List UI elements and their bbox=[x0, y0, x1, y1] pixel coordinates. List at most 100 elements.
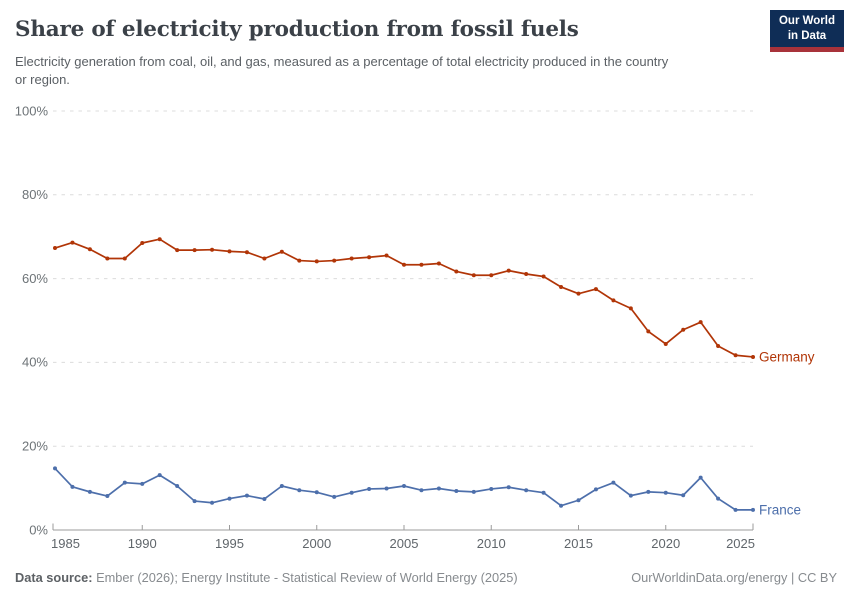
data-point-germany-1987 bbox=[87, 247, 92, 252]
data-point-germany-1997 bbox=[262, 256, 267, 261]
data-point-germany-2000 bbox=[314, 259, 319, 264]
data-point-france-1991 bbox=[157, 473, 162, 478]
data-point-germany-2023 bbox=[716, 344, 721, 349]
data-point-france-2021 bbox=[681, 493, 686, 498]
x-tick-label-2005: 2005 bbox=[390, 536, 419, 551]
data-point-france-2024 bbox=[733, 507, 738, 512]
data-point-germany-1991 bbox=[157, 237, 162, 242]
data-point-germany-2022 bbox=[698, 320, 703, 325]
data-point-germany-2004 bbox=[384, 253, 389, 258]
series-line-germany bbox=[54, 238, 754, 358]
x-tick-label-2025: 2025 bbox=[726, 536, 755, 551]
data-point-france-1985 bbox=[53, 466, 57, 471]
data-point-france-1998 bbox=[279, 484, 284, 489]
data-point-france-1996 bbox=[244, 493, 249, 498]
data-point-germany-1990 bbox=[140, 240, 145, 245]
data-point-germany-2001 bbox=[332, 258, 337, 263]
data-source: Data source: Ember (2026); Energy Instit… bbox=[15, 570, 518, 585]
data-point-france-2016 bbox=[593, 487, 598, 492]
data-point-germany-1996 bbox=[244, 250, 249, 255]
y-tick-label-60: 60% bbox=[22, 271, 48, 286]
data-point-france-1994 bbox=[210, 500, 215, 505]
data-point-germany-1992 bbox=[175, 248, 180, 253]
data-point-germany-2025 bbox=[751, 354, 755, 359]
x-tick-label-2020: 2020 bbox=[651, 536, 680, 551]
data-point-france-2003 bbox=[367, 486, 372, 491]
data-point-germany-2019 bbox=[646, 329, 651, 334]
y-tick-label-40: 40% bbox=[22, 355, 48, 370]
data-point-germany-2011 bbox=[506, 268, 511, 273]
data-point-france-2011 bbox=[506, 485, 511, 490]
data-point-germany-1995 bbox=[227, 249, 232, 254]
data-point-germany-2009 bbox=[471, 273, 476, 278]
data-point-france-2020 bbox=[663, 490, 668, 495]
data-point-france-1999 bbox=[297, 488, 302, 493]
data-point-france-2019 bbox=[646, 489, 651, 494]
data-point-france-2022 bbox=[698, 475, 703, 480]
data-point-germany-1994 bbox=[210, 247, 215, 252]
data-point-france-2023 bbox=[716, 496, 721, 501]
data-point-germany-1993 bbox=[192, 248, 197, 253]
data-source-label: Data source: bbox=[15, 570, 93, 585]
data-point-germany-2003 bbox=[367, 255, 372, 260]
data-point-france-1997 bbox=[262, 496, 267, 501]
y-tick-label-80: 80% bbox=[22, 187, 48, 202]
data-source-text: Ember (2026); Energy Institute - Statist… bbox=[92, 570, 518, 585]
data-point-france-2014 bbox=[559, 503, 564, 508]
data-point-germany-1985 bbox=[53, 246, 57, 251]
data-point-france-2012 bbox=[524, 488, 529, 493]
credit-link[interactable]: OurWorldinData.org/energy | CC BY bbox=[631, 570, 837, 585]
data-point-france-1986 bbox=[70, 484, 75, 489]
owid-logo-line1: Our World bbox=[778, 15, 835, 28]
owid-logo-line2: in Data bbox=[787, 29, 827, 42]
y-tick-label-0: 0% bbox=[29, 522, 48, 537]
data-point-france-2018 bbox=[628, 493, 633, 498]
data-point-germany-2014 bbox=[559, 284, 564, 289]
data-point-germany-2016 bbox=[593, 287, 598, 292]
data-point-germany-2021 bbox=[681, 327, 686, 332]
page-title: Share of electricity production from fos… bbox=[15, 17, 579, 42]
data-point-france-2000 bbox=[314, 490, 319, 495]
data-point-germany-1998 bbox=[279, 249, 284, 254]
data-point-germany-1989 bbox=[122, 256, 127, 261]
data-point-france-2009 bbox=[471, 489, 476, 494]
data-point-germany-1988 bbox=[105, 256, 110, 261]
data-point-france-1987 bbox=[87, 489, 92, 494]
data-point-france-2025 bbox=[751, 507, 755, 512]
data-point-france-2013 bbox=[541, 490, 546, 495]
data-point-germany-2005 bbox=[402, 262, 406, 267]
data-point-france-1993 bbox=[192, 499, 197, 504]
data-point-germany-2006 bbox=[419, 262, 424, 267]
data-point-germany-2007 bbox=[436, 261, 441, 266]
y-tick-label-20: 20% bbox=[22, 439, 48, 454]
y-tick-label-100: 100% bbox=[15, 103, 49, 118]
data-point-germany-2012 bbox=[524, 271, 529, 276]
data-point-france-1992 bbox=[175, 484, 180, 489]
owid-logo[interactable]: Our World in Data bbox=[770, 10, 844, 52]
x-tick-label-2000: 2000 bbox=[302, 536, 331, 551]
data-point-france-1988 bbox=[105, 494, 110, 499]
data-point-germany-2017 bbox=[611, 298, 616, 303]
chart-subtitle: Electricity generation from coal, oil, a… bbox=[15, 54, 669, 88]
x-tick-label-2010: 2010 bbox=[477, 536, 506, 551]
data-point-france-1990 bbox=[140, 481, 145, 486]
data-point-france-1995 bbox=[227, 496, 232, 501]
x-tick-label-1995: 1995 bbox=[215, 536, 244, 551]
x-tick-label-1985: 1985 bbox=[51, 536, 80, 551]
data-point-germany-2008 bbox=[454, 269, 459, 274]
data-point-france-2004 bbox=[384, 486, 389, 491]
data-point-france-2006 bbox=[419, 488, 424, 493]
data-point-france-2007 bbox=[436, 486, 441, 491]
data-point-germany-2010 bbox=[489, 273, 494, 278]
data-point-france-2005 bbox=[402, 484, 406, 489]
data-point-france-1989 bbox=[122, 480, 127, 485]
data-point-germany-2020 bbox=[663, 341, 668, 346]
data-point-germany-1999 bbox=[297, 258, 302, 263]
data-point-france-2010 bbox=[489, 486, 494, 491]
series-label-france[interactable]: France bbox=[759, 502, 801, 517]
series-label-germany[interactable]: Germany bbox=[759, 349, 815, 364]
x-tick-label-2015: 2015 bbox=[564, 536, 593, 551]
data-point-france-2017 bbox=[611, 480, 616, 485]
